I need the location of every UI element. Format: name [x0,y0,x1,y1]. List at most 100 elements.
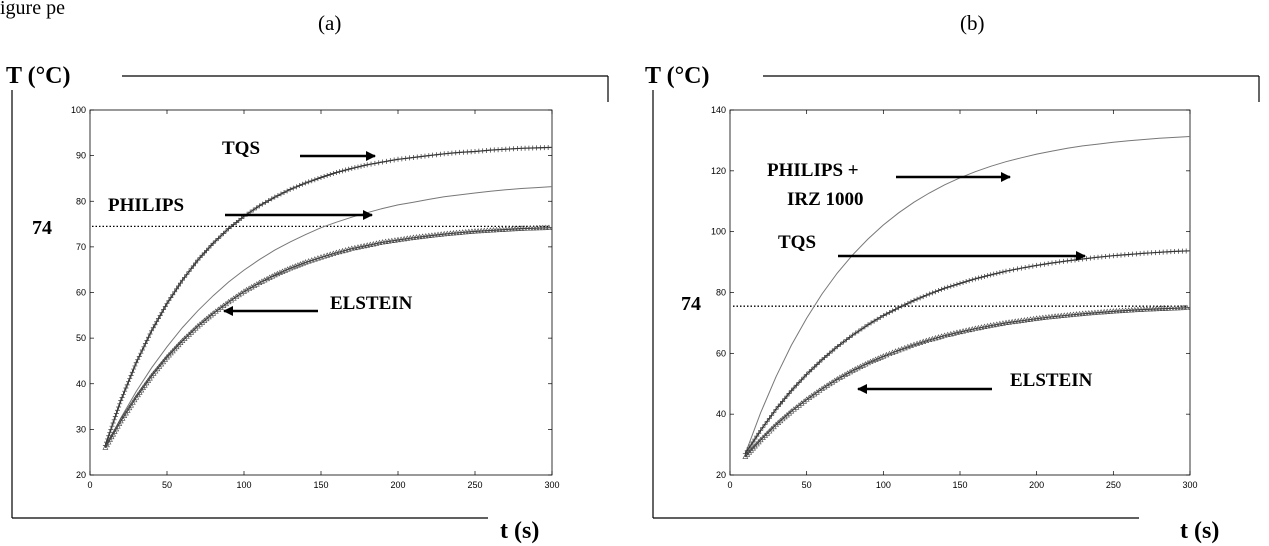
data-point [453,229,460,236]
data-point [277,269,283,275]
x-axis-title: t (s) [1180,518,1219,544]
data-point [1026,264,1032,270]
data-point [874,316,880,322]
series-philips [104,186,553,448]
data-point [496,226,503,233]
data-point [324,173,330,179]
data-point [294,262,301,268]
data-point [113,425,120,432]
data-point [215,235,221,241]
data-point [1046,313,1052,320]
data-point [809,366,815,372]
data-point [1041,261,1047,267]
data-point [844,337,850,343]
data-point [1011,267,1017,273]
annotation-elstein: ELSTEIN [857,370,1093,394]
y-tick-label: 50 [76,333,86,343]
data-point [401,235,408,242]
data-point [197,321,203,327]
data-point [404,235,411,241]
data-point [487,227,494,233]
data-point [199,319,206,325]
data-point [771,409,777,415]
data-point [138,350,144,356]
data-point [502,226,509,232]
data-point [312,177,318,183]
data-point [545,145,551,151]
data-point [241,288,247,294]
data-point [146,334,152,340]
data-point [115,407,120,413]
data-point [1092,309,1098,315]
data-point [997,270,1003,276]
data-point [271,271,278,278]
data-point [813,389,820,395]
data-point [1052,313,1058,319]
data-point [141,344,147,350]
data-point [865,322,871,328]
data-point [854,364,861,371]
series-tqs [102,145,553,448]
data-point [428,232,435,238]
series-elstein [742,304,1191,459]
data-point [811,391,818,397]
data-point [1068,257,1074,263]
data-point [407,155,413,161]
data-point [385,238,392,244]
annotation-label: TQS [222,138,260,159]
data-point [361,162,367,168]
y-axis-title: T (°C) [645,63,710,89]
data-point [481,227,488,233]
data-point [1128,307,1135,313]
data-point [803,396,810,402]
data-point [172,289,178,295]
data-point [121,412,128,418]
data-point [972,276,978,282]
data-point [1064,258,1070,264]
data-point [327,172,333,178]
data-point [1134,306,1141,312]
data-point [951,282,957,288]
data-point [1000,269,1006,275]
data-point [824,382,831,388]
data-point [870,357,877,363]
data-point [201,250,207,256]
data-point [203,315,210,322]
annotation-philips: PHILIPS + IRZ 1000 [767,160,1011,210]
data-point [762,421,768,427]
data-point [110,431,117,437]
data-point [223,228,229,234]
x-tick-label: 100 [236,480,251,490]
data-point [865,359,871,366]
data-point [932,289,938,295]
data-point [490,227,497,233]
data-point [107,436,113,442]
data-point [524,225,531,231]
data-point [963,279,969,285]
data-point [896,305,902,311]
data-point [282,267,288,273]
data-point [459,229,466,235]
data-point [859,326,865,332]
data-point [204,247,210,253]
data-point [251,282,258,288]
data-point [1168,305,1175,311]
data-point [269,196,275,202]
data-point [376,160,382,166]
data-point [289,264,296,270]
x-axis-title: t (s) [500,518,539,544]
data-point [290,185,296,191]
data-point [364,162,370,168]
data-point [269,273,276,279]
data-point [416,233,423,240]
data-point [945,284,951,290]
data-point [116,420,123,426]
data-point [832,346,838,352]
data-point [407,234,414,241]
data-point [201,317,208,323]
data-point [819,385,825,392]
data-point [195,257,201,263]
data-point [450,230,457,236]
panel-label: (a) [318,11,341,35]
data-point [418,154,424,160]
